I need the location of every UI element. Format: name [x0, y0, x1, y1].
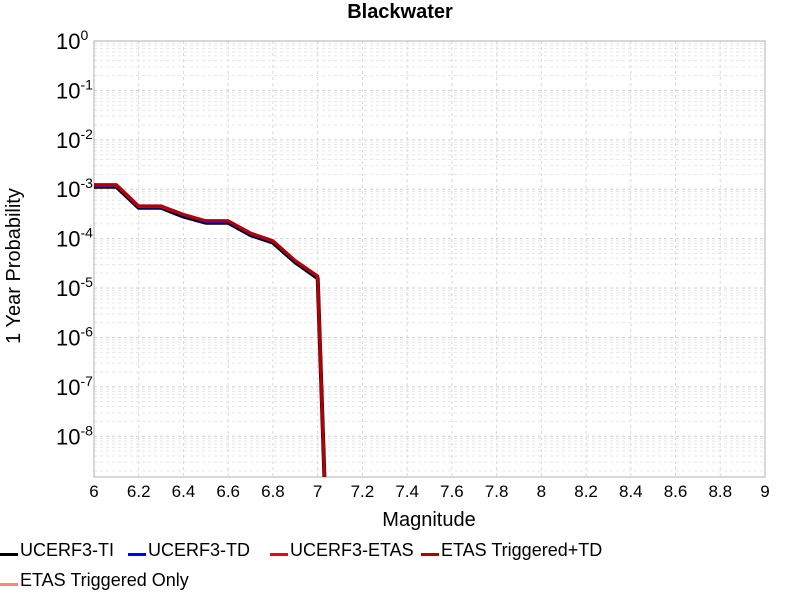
x-tick-label: 6.8 — [261, 482, 285, 501]
legend-item: UCERF3-TD — [128, 540, 250, 561]
y-tick-base: 10 — [56, 375, 80, 400]
y-tick-base: 10 — [56, 177, 80, 202]
y-tick-exponent: -1 — [80, 76, 93, 92]
series-layer — [94, 183, 327, 478]
x-tick-label: 8.2 — [574, 482, 598, 501]
y-tick-base: 10 — [56, 29, 80, 54]
x-tick-label: 8.8 — [708, 482, 732, 501]
legend-item: ETAS Triggered+TD — [421, 540, 602, 561]
y-tick-label: 10-4 — [56, 225, 93, 252]
y-tick-label: 100 — [56, 27, 88, 54]
x-tick-label: 6 — [89, 482, 98, 501]
x-tick-label: 8.6 — [664, 482, 688, 501]
x-tick-label: 7.4 — [395, 482, 419, 501]
y-tick-base: 10 — [56, 227, 80, 252]
y-axis-label: 1 Year Probability — [3, 188, 25, 344]
y-tick-label: 10-2 — [56, 126, 93, 153]
y-tick-base: 10 — [56, 276, 80, 301]
legend-label: ETAS Triggered Only — [20, 570, 189, 590]
x-tick-label: 7.8 — [485, 482, 509, 501]
legend-item: UCERF3-ETAS — [270, 540, 414, 561]
x-tick-label: 7.2 — [351, 482, 375, 501]
chart-title: Blackwater — [347, 1, 453, 23]
y-tick-exponent: -3 — [80, 175, 93, 191]
x-tick-label: 7.6 — [440, 482, 464, 501]
y-tick-label: 10-5 — [56, 274, 93, 301]
series-line-ucerf3-ti — [94, 184, 327, 478]
legend-swatch — [270, 553, 288, 556]
series-line-ucerf3-td — [94, 184, 326, 478]
x-tick-label: 8.4 — [619, 482, 643, 501]
y-tick-exponent: -8 — [80, 422, 93, 438]
legend-label: UCERF3-ETAS — [290, 540, 414, 560]
y-tick-exponent: -7 — [80, 373, 93, 389]
x-tick-label: 9 — [760, 482, 769, 501]
y-tick-label: 10-6 — [56, 323, 93, 350]
x-tick-label: 7 — [313, 482, 322, 501]
legend-item: ETAS Triggered Only — [0, 570, 189, 591]
y-tick-label: 10-8 — [56, 422, 93, 449]
y-tick-label: 10-7 — [56, 373, 93, 400]
x-axis-label: Magnitude — [382, 509, 475, 531]
x-tick-label: 6.6 — [216, 482, 240, 501]
legend-item: UCERF3-TI — [0, 540, 114, 561]
series-line-ucerf3-etas — [94, 183, 326, 478]
chart: Blackwater 6 6.2 6.4 6.6 6.8 7 7.2 7.4 7.6 7.8 8 8.… — [3, 1, 770, 531]
x-tick-label: 8 — [537, 482, 546, 501]
legend-label: ETAS Triggered+TD — [441, 540, 603, 560]
y-tick-base: 10 — [56, 325, 80, 350]
y-tick-exponent: -4 — [80, 225, 93, 241]
y-tick-base: 10 — [56, 424, 80, 449]
y-tick-label: 10-1 — [56, 76, 93, 103]
legend-swatch — [0, 583, 18, 586]
x-tick-label: 6.2 — [127, 482, 151, 501]
legend-label: UCERF3-TD — [148, 540, 250, 560]
y-tick-base: 10 — [56, 78, 80, 103]
y-tick-exponent: -2 — [80, 126, 93, 142]
series-line-etas-triggered-td — [94, 183, 326, 478]
y-tick-exponent: -5 — [80, 274, 93, 290]
legend-swatch — [421, 553, 439, 556]
y-tick-exponent: -6 — [80, 323, 93, 339]
legend: UCERF3-TI UCERF3-TD UCERF3-ETAS ETAS Trigge… — [0, 536, 800, 600]
x-tick-label: 6.4 — [172, 482, 196, 501]
y-tick-base: 10 — [56, 128, 80, 153]
y-tick-label: 10-3 — [56, 175, 93, 202]
legend-label: UCERF3-TI — [20, 540, 114, 560]
x-tick-labels: 6 6.2 6.4 6.6 6.8 7 7.2 7.4 7.6 7.8 8 8.2 8.4 8.6 8.8 9 — [89, 482, 769, 501]
legend-swatch — [0, 553, 18, 556]
plot-frame — [93, 40, 766, 478]
legend-swatch — [128, 553, 146, 556]
grid — [93, 40, 766, 477]
y-tick-exponent: 0 — [80, 27, 88, 43]
